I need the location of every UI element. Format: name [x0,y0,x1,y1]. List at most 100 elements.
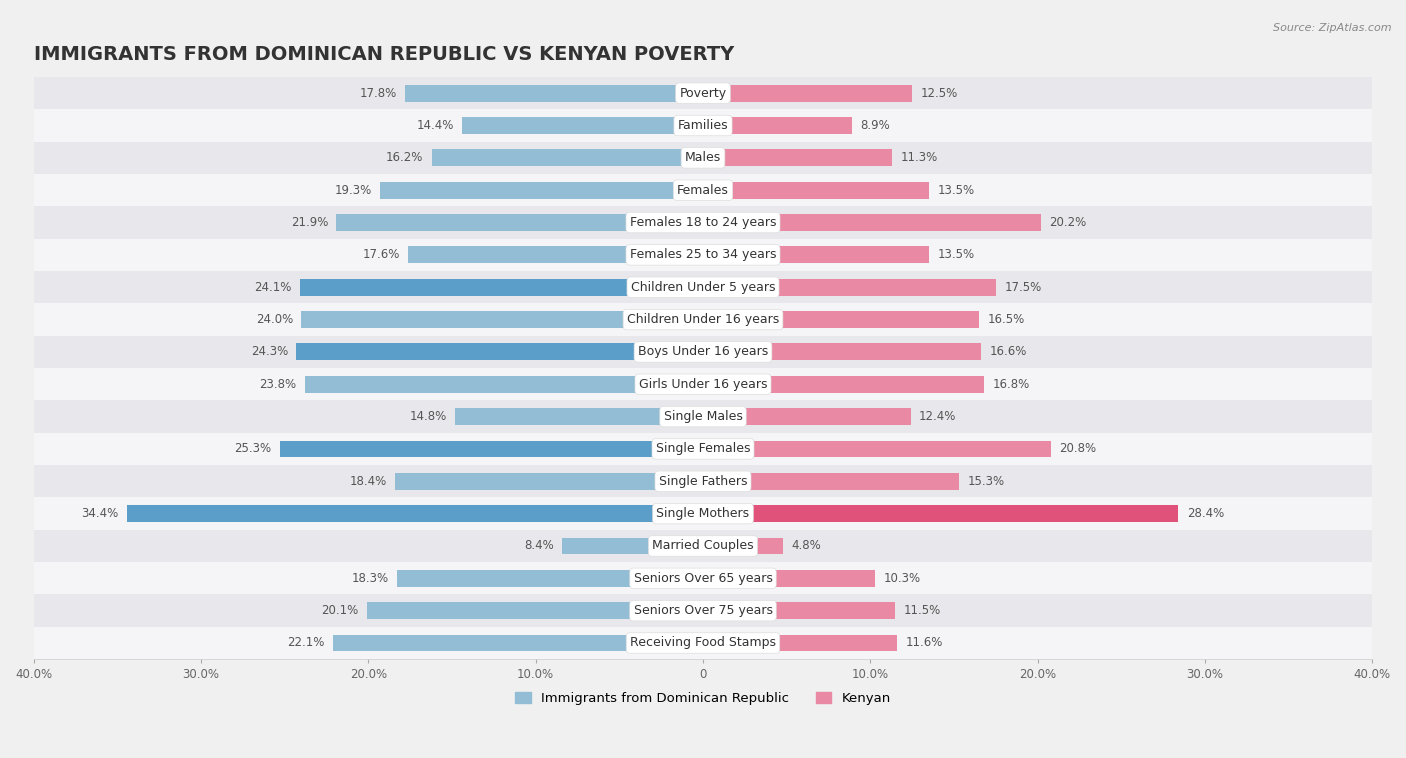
Bar [336,214,703,231]
Text: 8.4%: 8.4% [524,540,554,553]
Bar [703,343,981,360]
Bar [396,570,703,587]
Text: Single Females: Single Females [655,443,751,456]
Bar [703,409,911,425]
Bar [34,368,1372,400]
Text: 21.9%: 21.9% [291,216,328,229]
Bar [409,246,703,263]
Bar [703,279,995,296]
Bar [34,303,1372,336]
Bar [297,343,703,360]
Bar [34,109,1372,142]
Bar [703,214,1040,231]
Bar [703,603,896,619]
Text: Families: Families [678,119,728,132]
Text: Single Fathers: Single Fathers [659,475,747,488]
Text: Children Under 16 years: Children Under 16 years [627,313,779,326]
Bar [34,465,1372,497]
Text: 18.3%: 18.3% [352,572,388,585]
Bar [305,376,703,393]
Text: Married Couples: Married Couples [652,540,754,553]
Bar [703,376,984,393]
Bar [405,85,703,102]
Bar [280,440,703,457]
Text: 34.4%: 34.4% [82,507,120,520]
Bar [34,271,1372,303]
Text: 8.9%: 8.9% [860,119,890,132]
Bar [128,506,703,522]
Text: Females: Females [678,183,728,196]
Bar [34,174,1372,206]
Bar [703,440,1052,457]
Text: 16.6%: 16.6% [990,346,1026,359]
Text: Seniors Over 75 years: Seniors Over 75 years [634,604,772,617]
Text: IMMIGRANTS FROM DOMINICAN REPUBLIC VS KENYAN POVERTY: IMMIGRANTS FROM DOMINICAN REPUBLIC VS KE… [34,45,734,64]
Text: 20.8%: 20.8% [1060,443,1097,456]
Text: Children Under 5 years: Children Under 5 years [631,280,775,293]
Text: Receiving Food Stamps: Receiving Food Stamps [630,637,776,650]
Text: 24.0%: 24.0% [256,313,292,326]
Bar [703,246,929,263]
Text: 12.5%: 12.5% [921,86,957,99]
Bar [34,400,1372,433]
Bar [395,473,703,490]
Text: 16.8%: 16.8% [993,377,1029,390]
Bar [703,537,783,554]
Bar [463,117,703,134]
Bar [34,594,1372,627]
Legend: Immigrants from Dominican Republic, Kenyan: Immigrants from Dominican Republic, Keny… [515,691,891,705]
Bar [34,142,1372,174]
Text: Poverty: Poverty [679,86,727,99]
Bar [299,279,703,296]
Bar [34,77,1372,109]
Text: 17.5%: 17.5% [1004,280,1042,293]
Bar [703,570,876,587]
Text: Girls Under 16 years: Girls Under 16 years [638,377,768,390]
Text: 22.1%: 22.1% [287,637,325,650]
Text: 13.5%: 13.5% [938,249,974,262]
Bar [367,603,703,619]
Text: Single Mothers: Single Mothers [657,507,749,520]
Bar [703,149,893,166]
Text: 24.1%: 24.1% [254,280,291,293]
Text: 11.5%: 11.5% [904,604,941,617]
Bar [34,433,1372,465]
Text: 13.5%: 13.5% [938,183,974,196]
Text: Boys Under 16 years: Boys Under 16 years [638,346,768,359]
Bar [703,85,912,102]
Text: 16.2%: 16.2% [387,152,423,164]
Text: 23.8%: 23.8% [259,377,297,390]
Text: 4.8%: 4.8% [792,540,821,553]
Text: 11.6%: 11.6% [905,637,943,650]
Bar [301,311,703,328]
Bar [432,149,703,166]
Bar [703,117,852,134]
Text: 16.5%: 16.5% [987,313,1025,326]
Bar [456,409,703,425]
Bar [34,206,1372,239]
Bar [703,634,897,651]
Text: Females 25 to 34 years: Females 25 to 34 years [630,249,776,262]
Text: 14.8%: 14.8% [409,410,447,423]
Bar [703,506,1178,522]
Text: Single Males: Single Males [664,410,742,423]
Text: Seniors Over 65 years: Seniors Over 65 years [634,572,772,585]
Bar [380,182,703,199]
Bar [34,239,1372,271]
Text: Males: Males [685,152,721,164]
Text: 17.6%: 17.6% [363,249,401,262]
Text: 14.4%: 14.4% [416,119,454,132]
Bar [34,627,1372,659]
Bar [562,537,703,554]
Text: 17.8%: 17.8% [360,86,396,99]
Bar [703,311,979,328]
Bar [703,182,929,199]
Text: 24.3%: 24.3% [250,346,288,359]
Bar [703,473,959,490]
Text: 11.3%: 11.3% [900,152,938,164]
Text: Females 18 to 24 years: Females 18 to 24 years [630,216,776,229]
Bar [34,530,1372,562]
Text: 28.4%: 28.4% [1187,507,1223,520]
Bar [34,497,1372,530]
Text: 12.4%: 12.4% [920,410,956,423]
